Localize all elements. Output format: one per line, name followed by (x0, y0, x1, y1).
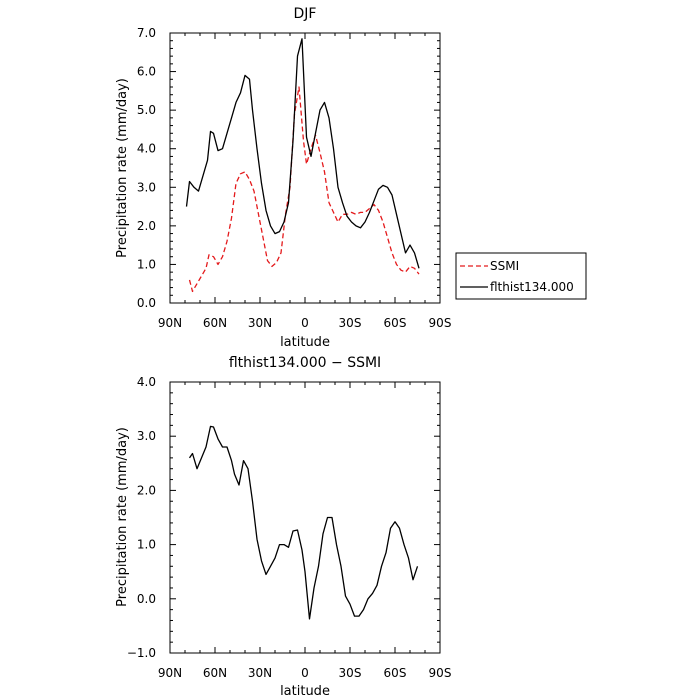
y-tick-label: 4.0 (137, 142, 156, 156)
y-tick-label: 4.0 (137, 375, 156, 389)
y-tick-label: 1.0 (137, 538, 156, 552)
panel-djf: DJF 90N 60N 30N 0 30S 60S 90S 0.0 1.0 2.0 3.0 4.0 5.… (115, 6, 587, 350)
panel-difference: flthist134.000 − SSMI 90N 60N 30N 0 30S 60S 90… (115, 355, 451, 699)
legend-box (455, 252, 587, 300)
y-tick-label: 0.0 (137, 296, 156, 310)
x-axis-label: latitude (280, 684, 330, 699)
series-line-flthist134-000 (185, 38, 420, 269)
x-tick-label: 60N (203, 316, 227, 330)
x-axis-label: latitude (280, 335, 330, 350)
y-tick-label: 5.0 (137, 103, 156, 117)
x-tick-label: 30N (248, 666, 272, 680)
x-tick-label: 90N (158, 316, 182, 330)
x-tick-label: 60N (203, 666, 227, 680)
y-tick-label: 1.0 (137, 257, 156, 271)
x-tick-label: 60S (384, 666, 407, 680)
x-tick-label: 30S (339, 316, 362, 330)
y-tick-label: 7.0 (137, 26, 156, 40)
x-tick-label: 90N (158, 666, 182, 680)
y-tick-label: 2.0 (137, 483, 156, 497)
legend-label-model: flthist134.000 (490, 280, 574, 294)
y-tick-label: 3.0 (137, 180, 156, 194)
x-tick-label: 30N (248, 316, 272, 330)
x-tick-label: 90S (429, 666, 452, 680)
y-axis-label: Precipitation rate (mm/day) (115, 427, 130, 607)
legend-label-ssmi: SSMI (490, 259, 519, 273)
plot-area: 90N 60N 30N 0 30S 60S 90S −1.0 0.0 1.0 2.0 3.0 4.0 (127, 375, 452, 680)
y-tick-label: 3.0 (137, 429, 156, 443)
series-line-ssmi (188, 86, 420, 293)
y-tick-label: −1.0 (127, 646, 156, 660)
y-tick-label: 2.0 (137, 219, 156, 233)
plot-frame (169, 381, 441, 654)
y-tick-label: 0.0 (137, 592, 156, 606)
y-tick-label: 6.0 (137, 65, 156, 79)
chart-title: DJF (294, 6, 317, 22)
legend: SSMI flthist134.000 (455, 252, 587, 300)
x-tick-label: 30S (339, 666, 362, 680)
y-axis-label: Precipitation rate (mm/day) (115, 78, 130, 258)
plot-area: 90N 60N 30N 0 30S 60S 90S 0.0 1.0 2.0 3.0 4.0 5.0 6.0… (137, 26, 452, 330)
x-tick-label: 60S (384, 316, 407, 330)
x-tick-label: 90S (429, 316, 452, 330)
x-tick-label: 0 (301, 666, 309, 680)
x-tick-label: 0 (301, 316, 309, 330)
chart-title: flthist134.000 − SSMI (229, 355, 381, 371)
series-line-series-0 (188, 425, 419, 620)
plot-frame (169, 32, 441, 304)
